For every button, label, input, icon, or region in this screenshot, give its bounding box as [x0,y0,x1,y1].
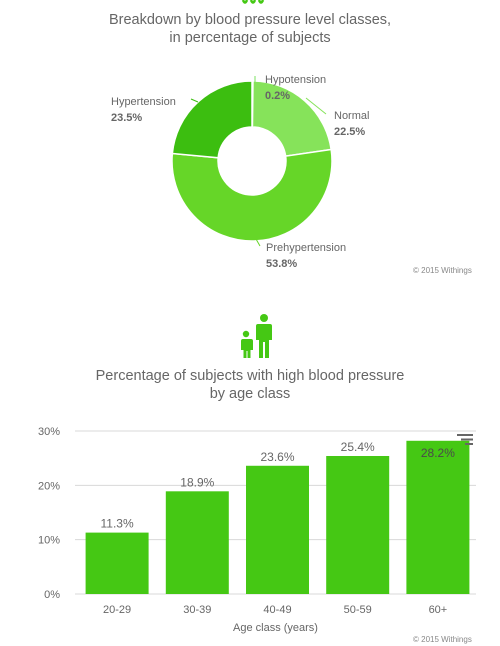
y-tick-label: 30% [38,426,60,438]
adult-and-child-icon [241,314,272,358]
donut-connector-prehypertension [255,238,261,247]
bar-60+[interactable] [406,440,470,594]
donut-label-hypotension: Hypotension [265,74,326,86]
donut-slice-normal[interactable] [251,80,333,157]
donut-value-normal: 22.5% [334,126,365,138]
donut-label-prehypertension: Prehypertension [266,242,346,254]
bar-value-label: 11.3% [101,517,134,531]
x-tick-label: 60+ [429,604,448,616]
x-axis-label: Age class (years) [233,622,318,634]
donut-value-hypotension: 0.2% [265,90,290,102]
donut-title-line2: in percentage of subjects [169,30,331,46]
y-tick-label: 20% [38,480,60,492]
donut-chart: Hypotension 0.2% Normal 22.5% Prehypertensio… [111,74,369,270]
bar-20-29[interactable] [85,532,149,594]
donut-connector-hypertension [190,98,199,103]
x-tick-label: 40-49 [263,604,291,616]
donut-credit: © 2015 Withings [413,266,472,275]
bar-title-line2: by age class [209,386,291,402]
donut-slice-prehypertension[interactable] [171,148,333,242]
donut-label-hypertension: Hypertension [111,96,176,108]
bar-30-39[interactable] [165,491,229,594]
bar-value-label: 23.6% [260,450,294,464]
bar-credit: © 2015 Withings [413,635,472,644]
bar-value-label: 28.2% [421,446,455,460]
donut-value-prehypertension: 53.8% [266,258,297,270]
donut-label-normal: Normal [334,110,369,122]
bar-value-label: 25.4% [341,440,375,454]
bar-40-49[interactable] [246,465,309,594]
x-tick-label: 30-39 [183,604,211,616]
donut-connector-normal [305,97,327,115]
bar-value-label: 18.9% [180,475,214,489]
y-tick-label: 10% [38,535,60,547]
withings-logo-icon [241,0,265,4]
x-tick-label: 20-29 [103,604,131,616]
bar-50-59[interactable] [326,455,390,594]
y-tick-label: 0% [44,589,60,601]
bar-title-line1: Percentage of subjects with high blood p… [95,368,405,384]
donut-slice-hypertension[interactable] [171,80,253,159]
donut-value-hypertension: 23.5% [111,112,142,124]
bar-chart: 0% 10% 20% 30% 11.3% 20-29 18.9% 30-39 23.6% 40-4… [38,426,476,634]
hamburger-menu-icon[interactable] [456,433,474,447]
donut-title-line1: Breakdown by blood pressure level classe… [108,12,392,28]
x-tick-label: 50-59 [344,604,372,616]
